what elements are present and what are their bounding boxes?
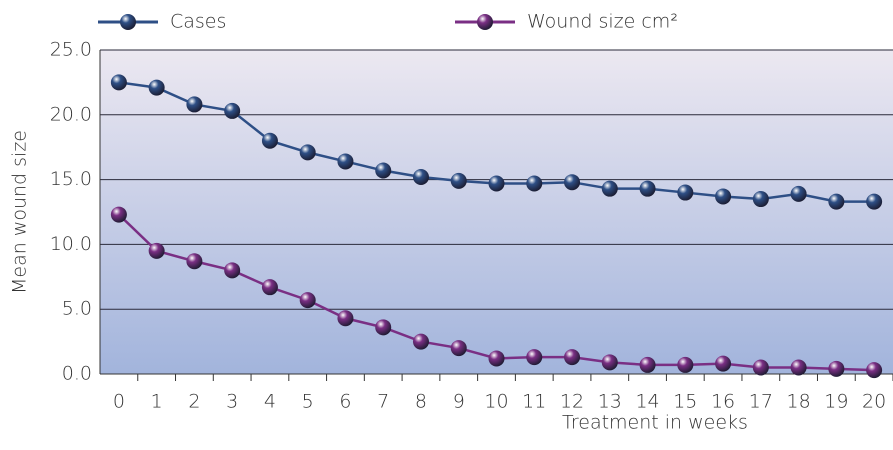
- y-tick-label: 20.0: [50, 103, 92, 125]
- point: [526, 175, 543, 192]
- point: [526, 349, 543, 366]
- y-tick-label: 10.0: [50, 233, 92, 255]
- point: [752, 191, 769, 208]
- point: [866, 362, 883, 379]
- point: [564, 174, 581, 191]
- point: [677, 184, 694, 201]
- x-tick-label: 9: [453, 391, 465, 413]
- x-tick-label: 4: [264, 391, 276, 413]
- point: [299, 144, 316, 161]
- point: [488, 350, 505, 367]
- point: [110, 206, 127, 223]
- legend-label: Cases: [170, 11, 226, 33]
- point: [186, 96, 203, 113]
- point: [639, 180, 656, 197]
- point: [866, 193, 883, 210]
- x-tick-label: 11: [522, 391, 546, 413]
- point: [828, 360, 845, 377]
- x-tick-label: 18: [787, 391, 811, 413]
- legend-label: Wound size cm²: [527, 11, 678, 33]
- legend: Cases Wound size cm²: [98, 11, 678, 33]
- point: [148, 242, 165, 259]
- x-tick-label: 12: [560, 391, 584, 413]
- point: [677, 356, 694, 373]
- point: [450, 340, 467, 357]
- point: [488, 175, 505, 192]
- point: [450, 172, 467, 189]
- point: [601, 180, 618, 197]
- x-tick-label: 20: [862, 391, 886, 413]
- x-axis-label: Treatment in weeks: [562, 412, 748, 434]
- y-axis-label: Mean wound size: [9, 130, 31, 294]
- plot-area: [100, 50, 893, 374]
- x-tick-label: 10: [484, 391, 508, 413]
- point: [261, 279, 278, 296]
- x-tick-label: 5: [302, 391, 314, 413]
- legend-marker: [477, 14, 493, 30]
- point: [715, 355, 732, 372]
- point: [375, 162, 392, 179]
- point: [375, 319, 392, 336]
- x-tick-label: 19: [824, 391, 848, 413]
- point: [299, 292, 316, 309]
- y-tick-label: 25.0: [50, 39, 92, 61]
- point: [564, 349, 581, 366]
- point: [261, 132, 278, 149]
- x-tick-label: 3: [226, 391, 238, 413]
- x-tick-label: 8: [415, 391, 427, 413]
- point: [790, 359, 807, 376]
- legend-marker: [120, 14, 136, 30]
- x-tick-label: 2: [188, 391, 200, 413]
- y-tick-label: 15.0: [50, 168, 92, 190]
- point: [715, 188, 732, 205]
- point: [224, 102, 241, 119]
- point: [828, 193, 845, 210]
- point: [148, 79, 165, 96]
- x-tick-label: 17: [749, 391, 773, 413]
- point: [412, 333, 429, 350]
- x-tick-label: 16: [711, 391, 735, 413]
- point: [337, 153, 354, 170]
- point: [639, 356, 656, 373]
- x-tick-label: 1: [151, 391, 163, 413]
- x-tick-label: 0: [113, 391, 125, 413]
- x-tick-label: 6: [339, 391, 351, 413]
- point: [790, 185, 807, 202]
- x-tick-label: 14: [635, 391, 659, 413]
- point: [186, 253, 203, 270]
- point: [752, 359, 769, 376]
- point: [337, 310, 354, 327]
- y-tick-label: 0.0: [62, 363, 92, 385]
- point: [224, 262, 241, 279]
- y-tick-label: 5.0: [62, 298, 92, 320]
- point: [601, 354, 618, 371]
- x-tick-label: 15: [673, 391, 697, 413]
- point: [412, 169, 429, 186]
- x-tick-label: 13: [598, 391, 622, 413]
- point: [110, 74, 127, 91]
- x-tick-label: 7: [377, 391, 389, 413]
